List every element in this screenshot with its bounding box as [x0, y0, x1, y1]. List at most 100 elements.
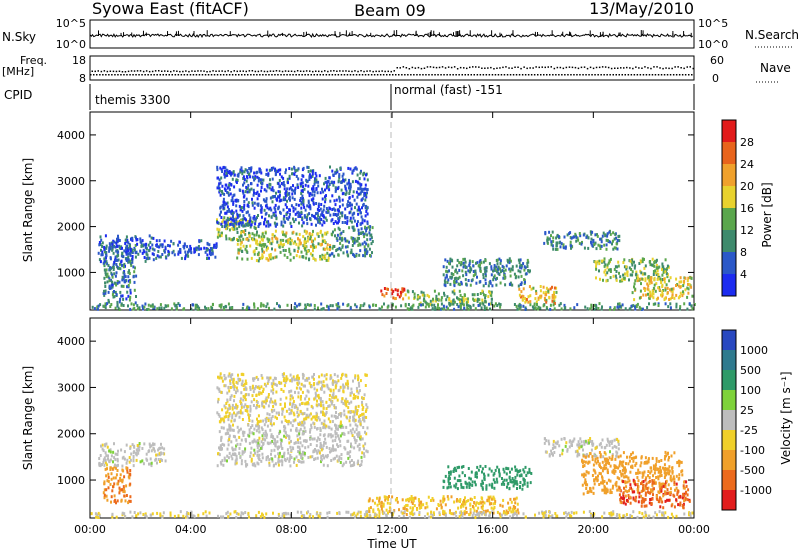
power-cell: [357, 232, 360, 235]
power-cell: [526, 261, 529, 265]
velocity-cell: [265, 435, 268, 439]
power-cell: [666, 291, 669, 295]
power-cell: [400, 304, 403, 308]
power-cell: [251, 220, 254, 224]
power-cell: [146, 308, 149, 311]
power-cell: [542, 291, 545, 295]
power-cell: [366, 233, 369, 237]
power-cell: [496, 258, 499, 262]
freq-dot: [102, 74, 104, 76]
power-cell: [260, 171, 263, 175]
power-cell: [279, 172, 281, 176]
power-cell: [471, 260, 474, 264]
nave-dot: [463, 67, 465, 69]
power-cell: [242, 224, 245, 228]
freq-dot: [639, 74, 642, 76]
velocity-cell: [109, 450, 112, 454]
freq-dot: [386, 74, 388, 76]
power-cell: [484, 259, 487, 263]
nave-dot: [342, 70, 344, 72]
velocity-cell: [247, 413, 250, 417]
velocity-cell: [309, 428, 312, 432]
nave-dot: [456, 68, 459, 70]
velocity-cell: [325, 445, 328, 449]
power-cell: [453, 300, 456, 304]
velocity-cell: [354, 374, 357, 378]
nave-dot: [589, 66, 592, 69]
velocity-cell: [236, 442, 239, 446]
velocity-cell: [136, 444, 139, 447]
power-cell: [356, 220, 359, 224]
power-cell: [259, 222, 262, 226]
power-cell: [136, 242, 139, 246]
power-cell: [369, 254, 371, 257]
power-cell: [661, 268, 663, 271]
power-cell: [271, 195, 274, 199]
velocity-cell: [217, 400, 219, 404]
power-cell: [660, 293, 662, 297]
freq-dot: [253, 74, 255, 76]
power-cell: [482, 260, 485, 264]
velocity-cell: [131, 443, 134, 447]
velocity-cell: [229, 398, 232, 401]
power-cell: [594, 260, 597, 264]
velocity-cell: [315, 418, 318, 422]
power-cell: [297, 186, 300, 189]
power-cell: [368, 247, 371, 251]
power-cell: [350, 251, 353, 254]
velocity-cell: [296, 406, 299, 410]
power-cell: [347, 254, 350, 258]
velocity-cell: [342, 386, 345, 390]
power-cell: [519, 258, 522, 262]
power-cell: [306, 216, 308, 220]
velocity-cell: [302, 431, 305, 435]
velocity-cell: [262, 442, 265, 446]
velocity-cell: [323, 423, 326, 427]
freq-dot: [594, 74, 596, 76]
power-cell: [117, 234, 119, 238]
power-cell: [407, 290, 410, 294]
velocity-cell: [359, 464, 361, 467]
nave-dot: [447, 66, 450, 68]
velocity-cell: [233, 394, 236, 398]
velocity-cell: [336, 374, 339, 378]
velocity-cell: [290, 449, 293, 452]
power-cell: [487, 284, 490, 288]
velocity-cell: [133, 450, 136, 454]
velocity-cell: [270, 382, 273, 386]
velocity-cell: [233, 385, 236, 389]
power-cell: [114, 306, 117, 310]
velocity-cell: [104, 443, 106, 447]
freq-dot: [491, 74, 494, 76]
power-cell: [217, 230, 220, 234]
nave-dot: [532, 67, 534, 69]
power-cell: [253, 217, 256, 221]
power-cell: [391, 303, 394, 307]
velocity-cell: [239, 411, 242, 415]
velocity-cell: [334, 448, 336, 452]
power-cell: [306, 179, 309, 183]
power-cell: [274, 210, 277, 214]
power-cell: [206, 257, 208, 260]
power-cell: [293, 220, 296, 224]
power-cell: [253, 237, 255, 241]
velocity-cell: [234, 447, 237, 451]
power-cell: [200, 239, 203, 243]
power-cell: [274, 195, 276, 198]
power-cell: [631, 291, 634, 295]
power-cell: [313, 304, 316, 307]
velocity-cell: [223, 377, 226, 381]
velocity-cell: [282, 375, 285, 378]
nave-dot: [176, 70, 178, 72]
velocity-cell: [300, 387, 302, 391]
power-cell: [298, 242, 301, 246]
power-cell: [648, 279, 651, 283]
power-cell: [291, 172, 293, 176]
power-cell: [341, 214, 344, 218]
velocity-cell: [342, 390, 345, 394]
velocity-cell: [217, 413, 220, 416]
velocity-cell: [268, 461, 271, 465]
power-cell: [115, 283, 118, 287]
freq-dot: [93, 74, 95, 76]
velocity-cell: [357, 435, 360, 439]
